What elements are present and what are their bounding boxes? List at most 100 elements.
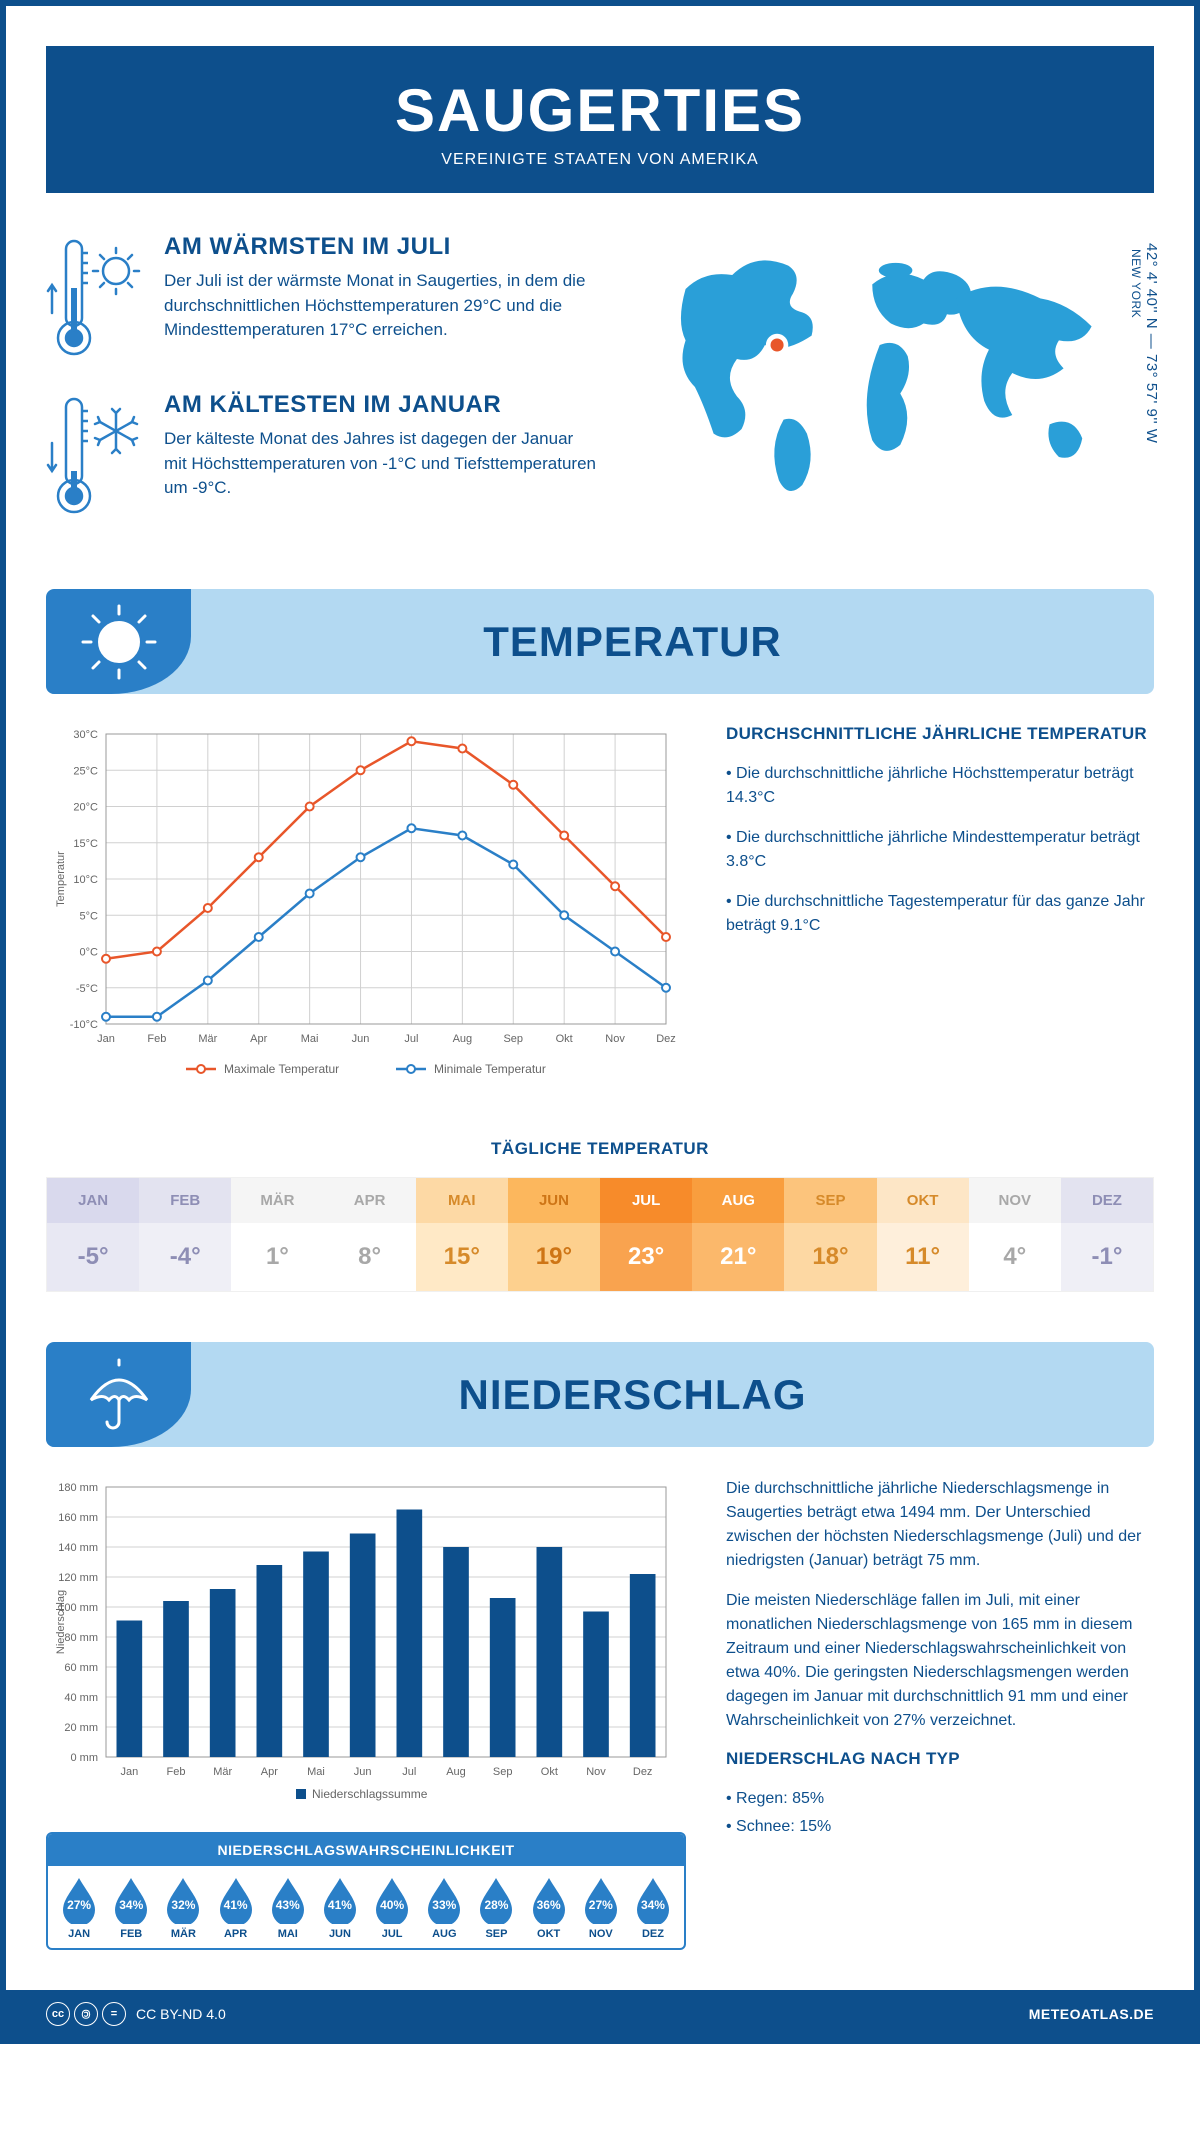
temp-table-cell: APR 8° <box>324 1178 416 1291</box>
svg-text:140 mm: 140 mm <box>58 1542 98 1554</box>
svg-text:Temperatur: Temperatur <box>55 851 67 907</box>
probability-cell: 41% APR <box>211 1876 261 1940</box>
svg-text:Jan: Jan <box>120 1766 138 1778</box>
temp-table-cell: NOV 4° <box>969 1178 1061 1291</box>
svg-text:20°C: 20°C <box>73 802 98 814</box>
temperature-line-chart: -10°C -5°C 0°C 5°C 10°C 15°C 20°C 25°C 30°C Jan Fe… <box>46 724 686 1094</box>
svg-text:Jul: Jul <box>404 1033 418 1045</box>
probability-cell: 40% JUL <box>367 1876 417 1940</box>
section-header-temperature: TEMPERATUR <box>46 589 1154 694</box>
probability-title: NIEDERSCHLAGSWAHRSCHEINLICHKEIT <box>48 1834 684 1866</box>
temp-table-cell: AUG 21° <box>692 1178 784 1291</box>
daily-temp-table: JAN -5°FEB -4°MÄR 1°APR 8°MAI 15°JUN 19°… <box>46 1177 1154 1292</box>
country-subtitle: VEREINIGTE STAATEN VON AMERIKA <box>46 151 1154 169</box>
temp-table-cell: DEZ -1° <box>1061 1178 1153 1291</box>
brand: METEOATLAS.DE <box>1029 2006 1154 2022</box>
temp-table-cell: SEP 18° <box>784 1178 876 1291</box>
svg-text:Niederschlag: Niederschlag <box>55 1590 67 1654</box>
svg-text:Okt: Okt <box>556 1033 573 1045</box>
svg-text:-5°C: -5°C <box>76 983 98 995</box>
svg-text:Mai: Mai <box>301 1033 319 1045</box>
city-title: SAUGERTIES <box>46 76 1154 145</box>
probability-cell: 34% DEZ <box>628 1876 678 1940</box>
svg-text:Aug: Aug <box>453 1033 473 1045</box>
precipitation-bar-chart: 0 mm20 mm40 mm60 mm80 mm100 mm120 mm140 … <box>46 1477 686 1817</box>
section-title: TEMPERATUR <box>111 618 1154 666</box>
svg-text:Maximale Temperatur: Maximale Temperatur <box>224 1062 339 1076</box>
temp-table-cell: MÄR 1° <box>231 1178 323 1291</box>
temp-table-cell: JUL 23° <box>600 1178 692 1291</box>
svg-text:180 mm: 180 mm <box>58 1482 98 1494</box>
svg-text:Okt: Okt <box>541 1766 558 1778</box>
cc-icons: cc🄯= <box>46 2002 126 2026</box>
svg-text:Apr: Apr <box>261 1766 278 1778</box>
svg-text:0 mm: 0 mm <box>71 1752 99 1764</box>
thermometer-sun-icon <box>46 233 146 363</box>
svg-text:160 mm: 160 mm <box>58 1512 98 1524</box>
svg-text:Jan: Jan <box>97 1033 115 1045</box>
license-text: CC BY-ND 4.0 <box>136 2006 226 2022</box>
fact-cold-text: Der kälteste Monat des Jahres ist dagege… <box>164 427 598 501</box>
section-title: NIEDERSCHLAG <box>111 1371 1154 1419</box>
probability-cell: 33% AUG <box>419 1876 469 1940</box>
fact-warm-title: AM WÄRMSTEN IM JULI <box>164 233 598 261</box>
precip-type-b1: • Regen: 85% <box>726 1787 1154 1811</box>
probability-cell: 27% NOV <box>576 1876 626 1940</box>
svg-text:40 mm: 40 mm <box>64 1692 98 1704</box>
header: SAUGERTIES VEREINIGTE STAATEN VON AMERIK… <box>46 46 1154 193</box>
svg-text:Dez: Dez <box>633 1766 653 1778</box>
svg-text:Nov: Nov <box>605 1033 625 1045</box>
temp-info-b1: • Die durchschnittliche jährliche Höchst… <box>726 762 1154 810</box>
section-header-precipitation: NIEDERSCHLAG <box>46 1342 1154 1447</box>
daily-temp-title: TÄGLICHE TEMPERATUR <box>46 1139 1154 1159</box>
probability-cell: 32% MÄR <box>158 1876 208 1940</box>
temp-table-cell: MAI 15° <box>416 1178 508 1291</box>
footer: cc🄯= CC BY-ND 4.0 METEOATLAS.DE <box>6 1990 1194 2038</box>
svg-text:Sep: Sep <box>493 1766 513 1778</box>
fact-coldest: AM KÄLTESTEN IM JANUAR Der kälteste Mona… <box>46 391 598 521</box>
svg-text:25°C: 25°C <box>73 765 98 777</box>
svg-text:80 mm: 80 mm <box>64 1632 98 1644</box>
precip-info-p2: Die meisten Niederschläge fallen im Juli… <box>726 1589 1154 1733</box>
svg-text:Nov: Nov <box>586 1766 606 1778</box>
svg-text:-10°C: -10°C <box>70 1019 98 1031</box>
probability-cell: 34% FEB <box>106 1876 156 1940</box>
world-map-icon <box>628 233 1154 513</box>
temp-table-cell: OKT 11° <box>877 1178 969 1291</box>
precipitation-probability-box: NIEDERSCHLAGSWAHRSCHEINLICHKEIT 27% JAN … <box>46 1832 686 1950</box>
svg-text:30°C: 30°C <box>73 729 98 741</box>
svg-text:Mär: Mär <box>198 1033 217 1045</box>
svg-text:Dez: Dez <box>656 1033 676 1045</box>
svg-text:120 mm: 120 mm <box>58 1572 98 1584</box>
svg-text:Minimale Temperatur: Minimale Temperatur <box>434 1062 546 1076</box>
temp-table-cell: JUN 19° <box>508 1178 600 1291</box>
svg-text:60 mm: 60 mm <box>64 1662 98 1674</box>
fact-warmest: AM WÄRMSTEN IM JULI Der Juli ist der wär… <box>46 233 598 363</box>
probability-cell: 41% JUN <box>315 1876 365 1940</box>
svg-text:Apr: Apr <box>250 1033 267 1045</box>
svg-text:Feb: Feb <box>167 1766 186 1778</box>
svg-text:Feb: Feb <box>147 1033 166 1045</box>
svg-text:Mai: Mai <box>307 1766 325 1778</box>
svg-text:Jul: Jul <box>402 1766 416 1778</box>
temp-info-title: DURCHSCHNITTLICHE JÄHRLICHE TEMPERATUR <box>726 724 1154 744</box>
svg-text:Jun: Jun <box>354 1766 372 1778</box>
fact-warm-text: Der Juli ist der wärmste Monat in Sauger… <box>164 269 598 343</box>
probability-cell: 27% JAN <box>54 1876 104 1940</box>
probability-cell: 43% MAI <box>263 1876 313 1940</box>
thermometer-snow-icon <box>46 391 146 521</box>
svg-text:0°C: 0°C <box>80 947 99 959</box>
probability-cell: 36% OKT <box>524 1876 574 1940</box>
precip-type-title: NIEDERSCHLAG NACH TYP <box>726 1749 1154 1769</box>
fact-cold-title: AM KÄLTESTEN IM JANUAR <box>164 391 598 419</box>
page-frame: SAUGERTIES VEREINIGTE STAATEN VON AMERIK… <box>0 0 1200 2044</box>
svg-text:Niederschlagssumme: Niederschlagssumme <box>312 1787 428 1801</box>
svg-text:Jun: Jun <box>352 1033 370 1045</box>
precip-info-p1: Die durchschnittliche jährliche Niedersc… <box>726 1477 1154 1573</box>
svg-text:10°C: 10°C <box>73 874 98 886</box>
svg-text:5°C: 5°C <box>80 910 99 922</box>
wind-icon <box>0 26 6 126</box>
temp-table-cell: JAN -5° <box>47 1178 139 1291</box>
svg-text:15°C: 15°C <box>73 838 98 850</box>
svg-text:Sep: Sep <box>503 1033 523 1045</box>
